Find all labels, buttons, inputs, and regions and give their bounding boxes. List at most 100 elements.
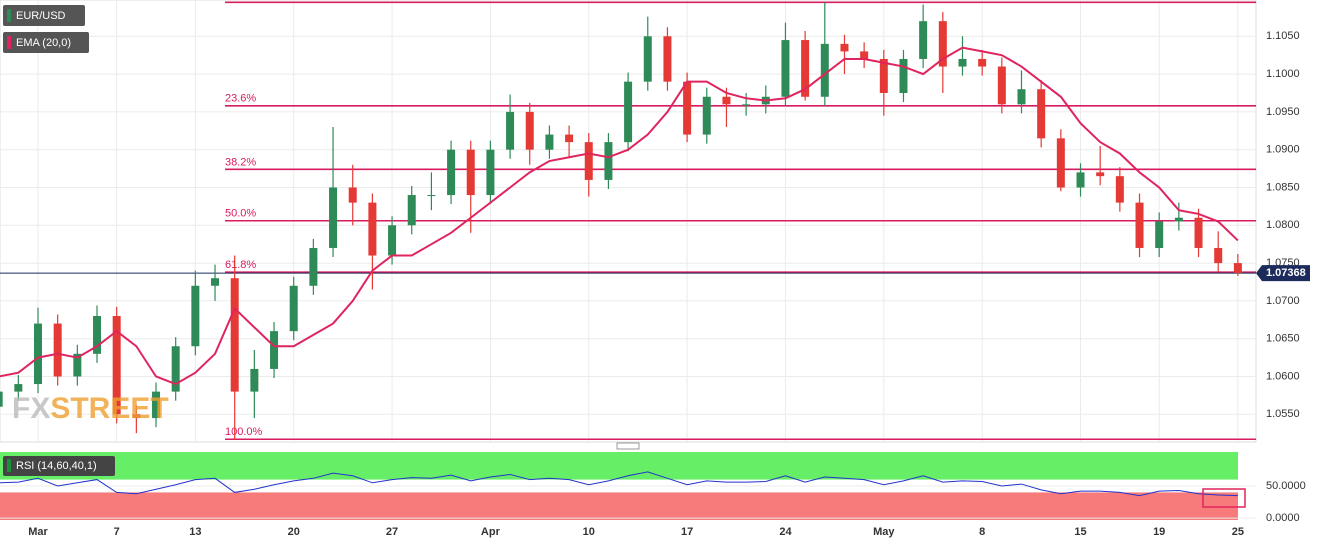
candle-body bbox=[191, 285, 200, 347]
y-tick-label: 1.0900 bbox=[1266, 144, 1300, 156]
candle-body bbox=[112, 316, 121, 415]
y-tick-label: 1.0600 bbox=[1266, 370, 1300, 382]
watermark-part: FX bbox=[12, 392, 50, 425]
candle-body bbox=[781, 40, 790, 97]
y-tick-label: 50.0000 bbox=[1266, 480, 1306, 492]
candle-body bbox=[1096, 172, 1105, 177]
candle-body bbox=[899, 58, 908, 93]
candle-body bbox=[368, 202, 377, 256]
fib-label: 23.6% bbox=[225, 93, 256, 105]
main-plot: 0.0% 23.6% 38.2% 50.0% 61.8% 100.0% bbox=[0, 0, 1256, 442]
rsi-legend-box bbox=[3, 456, 115, 476]
candle-body bbox=[1233, 263, 1242, 273]
candle-body bbox=[722, 96, 731, 105]
candle-body bbox=[171, 346, 180, 392]
x-tick-label: 20 bbox=[288, 526, 300, 538]
candle-body bbox=[1017, 89, 1026, 105]
candle-body bbox=[53, 323, 62, 377]
candle-body bbox=[820, 43, 829, 97]
axes: 1.05501.06001.06501.07001.07501.08001.08… bbox=[28, 30, 1310, 538]
candle-body bbox=[1115, 176, 1124, 203]
watermark: FXSTREET bbox=[12, 392, 169, 425]
y-tick-label: 1.0550 bbox=[1266, 408, 1300, 420]
rsi-plot bbox=[0, 452, 1256, 520]
candle-body bbox=[506, 111, 515, 150]
legend-swatch bbox=[7, 459, 11, 472]
candle-body bbox=[14, 384, 23, 392]
y-tick-label: 1.1000 bbox=[1266, 68, 1300, 80]
last-price-label: 1.07368 bbox=[1266, 267, 1306, 279]
y-tick-label: 1.0950 bbox=[1266, 106, 1300, 118]
candle-body bbox=[545, 134, 554, 150]
candle-body bbox=[73, 353, 82, 377]
y-tick-label: 1.1050 bbox=[1266, 30, 1300, 42]
x-tick-label: 27 bbox=[386, 526, 398, 538]
candle-body bbox=[1056, 138, 1065, 188]
rsi-line bbox=[0, 471, 1238, 497]
candle-body bbox=[997, 66, 1006, 105]
candle-body bbox=[1076, 172, 1085, 188]
x-tick-label: 25 bbox=[1232, 526, 1244, 538]
candle-body bbox=[388, 225, 397, 256]
candle-body bbox=[525, 111, 534, 150]
candle-body bbox=[860, 51, 869, 59]
candle-body bbox=[427, 195, 436, 197]
legend-swatch bbox=[7, 9, 11, 22]
candle-body bbox=[486, 149, 495, 196]
x-tick-label: 19 bbox=[1153, 526, 1165, 538]
candle-body bbox=[250, 368, 259, 392]
candle-body bbox=[132, 414, 141, 419]
candle-body bbox=[801, 40, 810, 97]
candle-body bbox=[879, 58, 888, 93]
y-tick-label: 0.0000 bbox=[1266, 512, 1300, 524]
last-price-tag bbox=[1256, 265, 1310, 282]
candle-body bbox=[447, 149, 456, 196]
x-tick-label: 17 bbox=[681, 526, 693, 538]
fib-label: 61.8% bbox=[225, 259, 256, 271]
x-tick-label: 10 bbox=[583, 526, 595, 538]
fib-label: 0.0% bbox=[225, 0, 250, 1]
x-tick-label: 24 bbox=[779, 526, 792, 538]
candle-body bbox=[329, 187, 338, 248]
x-tick-label: 8 bbox=[979, 526, 985, 538]
legend: EUR/USD EMA (20,0) RSI (14,60,40,1) bbox=[3, 5, 115, 476]
candle-body bbox=[604, 142, 613, 180]
candle-body bbox=[93, 316, 102, 354]
rsi-title: RSI (14,60,40,1) bbox=[16, 460, 97, 472]
candle-body bbox=[211, 278, 220, 286]
panel-divider-handle[interactable] bbox=[616, 442, 640, 450]
legend-box bbox=[3, 5, 85, 26]
candle-body bbox=[1194, 217, 1203, 248]
candle-body bbox=[407, 195, 416, 226]
x-tick-label: 13 bbox=[189, 526, 201, 538]
candle-body bbox=[1214, 247, 1223, 264]
legend-label: EMA (20,0) bbox=[16, 37, 71, 49]
candle-body bbox=[1174, 217, 1183, 222]
y-tick-label: 1.0650 bbox=[1266, 333, 1300, 345]
y-tick-label: 1.0700 bbox=[1266, 295, 1300, 307]
candle-body bbox=[1037, 89, 1046, 139]
candle-body bbox=[466, 149, 475, 196]
candle-body bbox=[958, 58, 967, 67]
candle-body bbox=[683, 81, 692, 135]
y-tick-label: 1.0850 bbox=[1266, 181, 1300, 193]
legend-label: EUR/USD bbox=[16, 10, 66, 22]
fib-label: 50.0% bbox=[225, 208, 256, 220]
legend-box bbox=[3, 32, 89, 53]
upper-band bbox=[0, 452, 1238, 480]
candle-body bbox=[1155, 221, 1164, 248]
x-tick-label: 7 bbox=[114, 526, 120, 538]
candle-body bbox=[0, 391, 3, 407]
candle-body bbox=[34, 323, 42, 385]
watermark-part: STREET bbox=[50, 392, 168, 425]
y-tick-label: 1.0800 bbox=[1266, 219, 1300, 231]
candle-body bbox=[289, 285, 298, 332]
candle-body bbox=[565, 134, 574, 143]
x-tick-label: Mar bbox=[28, 526, 48, 538]
candle-body bbox=[978, 58, 987, 67]
candle-body bbox=[348, 187, 357, 203]
candle-body bbox=[270, 331, 279, 369]
candle-body bbox=[624, 81, 633, 143]
candle-body bbox=[309, 247, 318, 286]
lower-band bbox=[0, 492, 1238, 520]
